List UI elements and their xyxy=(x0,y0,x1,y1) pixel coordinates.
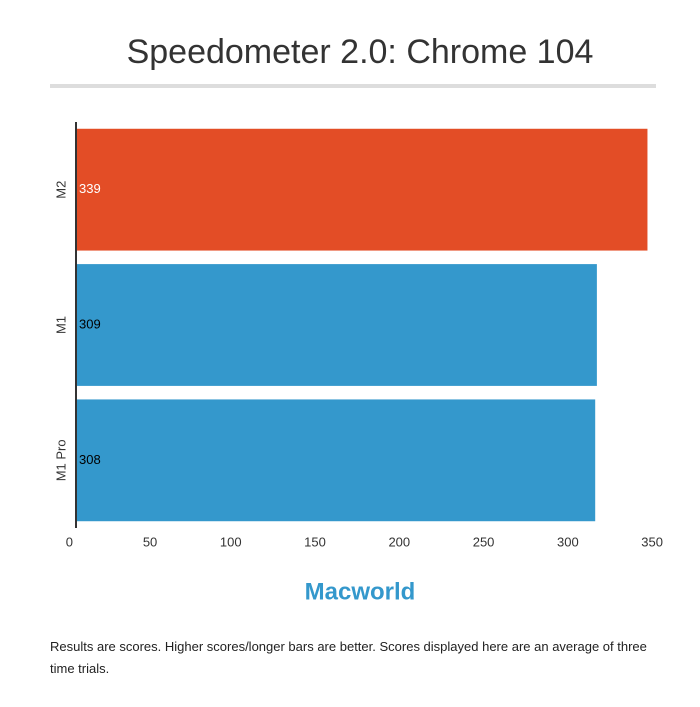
bar xyxy=(76,264,597,386)
x-tick-label: 350 xyxy=(641,534,663,549)
value-label: 309 xyxy=(79,316,101,331)
x-tick-label: 100 xyxy=(220,534,242,549)
x-tick-label: 0 xyxy=(66,534,73,549)
bar xyxy=(76,399,596,522)
y-tick-label: M1 xyxy=(53,316,68,334)
chart-title: Speedometer 2.0: Chrome 104 xyxy=(127,33,594,71)
logo: Macworld xyxy=(305,578,416,605)
footnote: Results are scores. Higher scores/longer… xyxy=(50,639,647,676)
x-tick-label: 300 xyxy=(557,534,579,549)
x-tick-label: 200 xyxy=(388,534,410,549)
y-tick-label: M2 xyxy=(53,181,68,199)
y-tick-label: M1 Pro xyxy=(53,439,68,481)
bar xyxy=(76,128,648,251)
title-rule xyxy=(50,84,656,88)
x-tick-label: 50 xyxy=(143,534,157,549)
x-tick-label: 250 xyxy=(473,534,495,549)
value-label: 308 xyxy=(79,452,101,467)
x-tick-label: 150 xyxy=(304,534,326,549)
value-label: 339 xyxy=(79,181,101,196)
